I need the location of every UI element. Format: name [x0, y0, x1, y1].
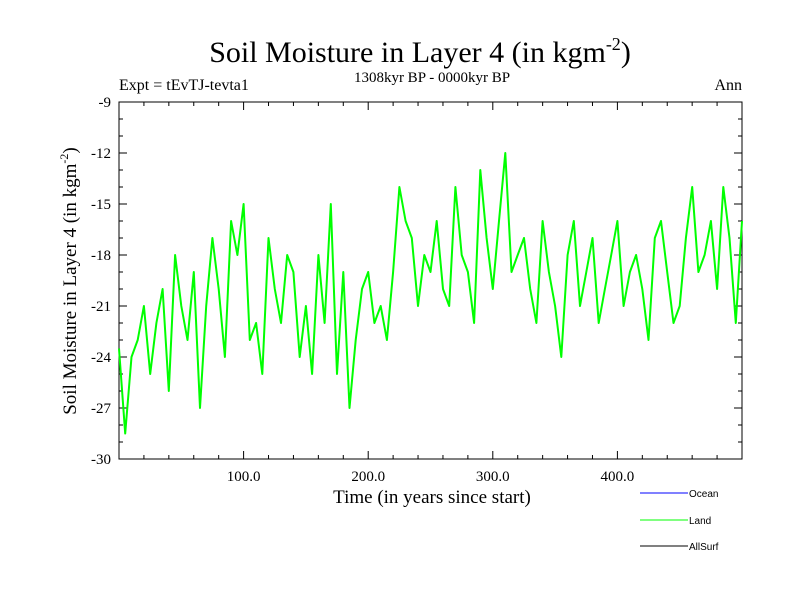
y-axis-label: Soil Moisture in Layer 4 (in kgm-2): [57, 147, 81, 415]
chart-title-superscript: -2: [606, 34, 621, 54]
legend-label-land: Land: [689, 516, 711, 527]
x-tick-label: 300.0: [476, 469, 510, 485]
series-line-land: [118, 152, 743, 435]
y-tick-label: -18: [91, 248, 111, 264]
y-axis-label-superscript: -2: [57, 154, 71, 164]
y-tick-label: -21: [91, 299, 111, 315]
chart-title: Soil Moisture in Layer 4 (in kgm-2): [209, 34, 631, 69]
x-tick-label: 100.0: [227, 469, 261, 485]
y-tick-label: -12: [91, 146, 111, 162]
legend-label-allsurf: AllSurf: [689, 542, 719, 553]
plot-frame: [118, 101, 743, 460]
experiment-label: Expt = tEvTJ-tevta1: [119, 77, 249, 94]
legend: Ocean Land AllSurf: [640, 489, 719, 553]
legend-label-ocean: Ocean: [689, 489, 718, 500]
season-label: Ann: [714, 77, 742, 94]
x-tick-label: 200.0: [351, 469, 385, 485]
y-tick-label: -27: [91, 401, 111, 417]
y-tick-label: -30: [91, 452, 111, 468]
x-axis-label: Time (in years since start): [333, 487, 531, 508]
x-tick-label: 400.0: [601, 469, 635, 485]
y-tick-label: -24: [91, 350, 111, 366]
y-tick-label: -9: [99, 95, 112, 111]
y-tick-label: -15: [91, 197, 111, 213]
chart-subtitle: 1308kyr BP - 0000kyr BP: [354, 70, 510, 86]
